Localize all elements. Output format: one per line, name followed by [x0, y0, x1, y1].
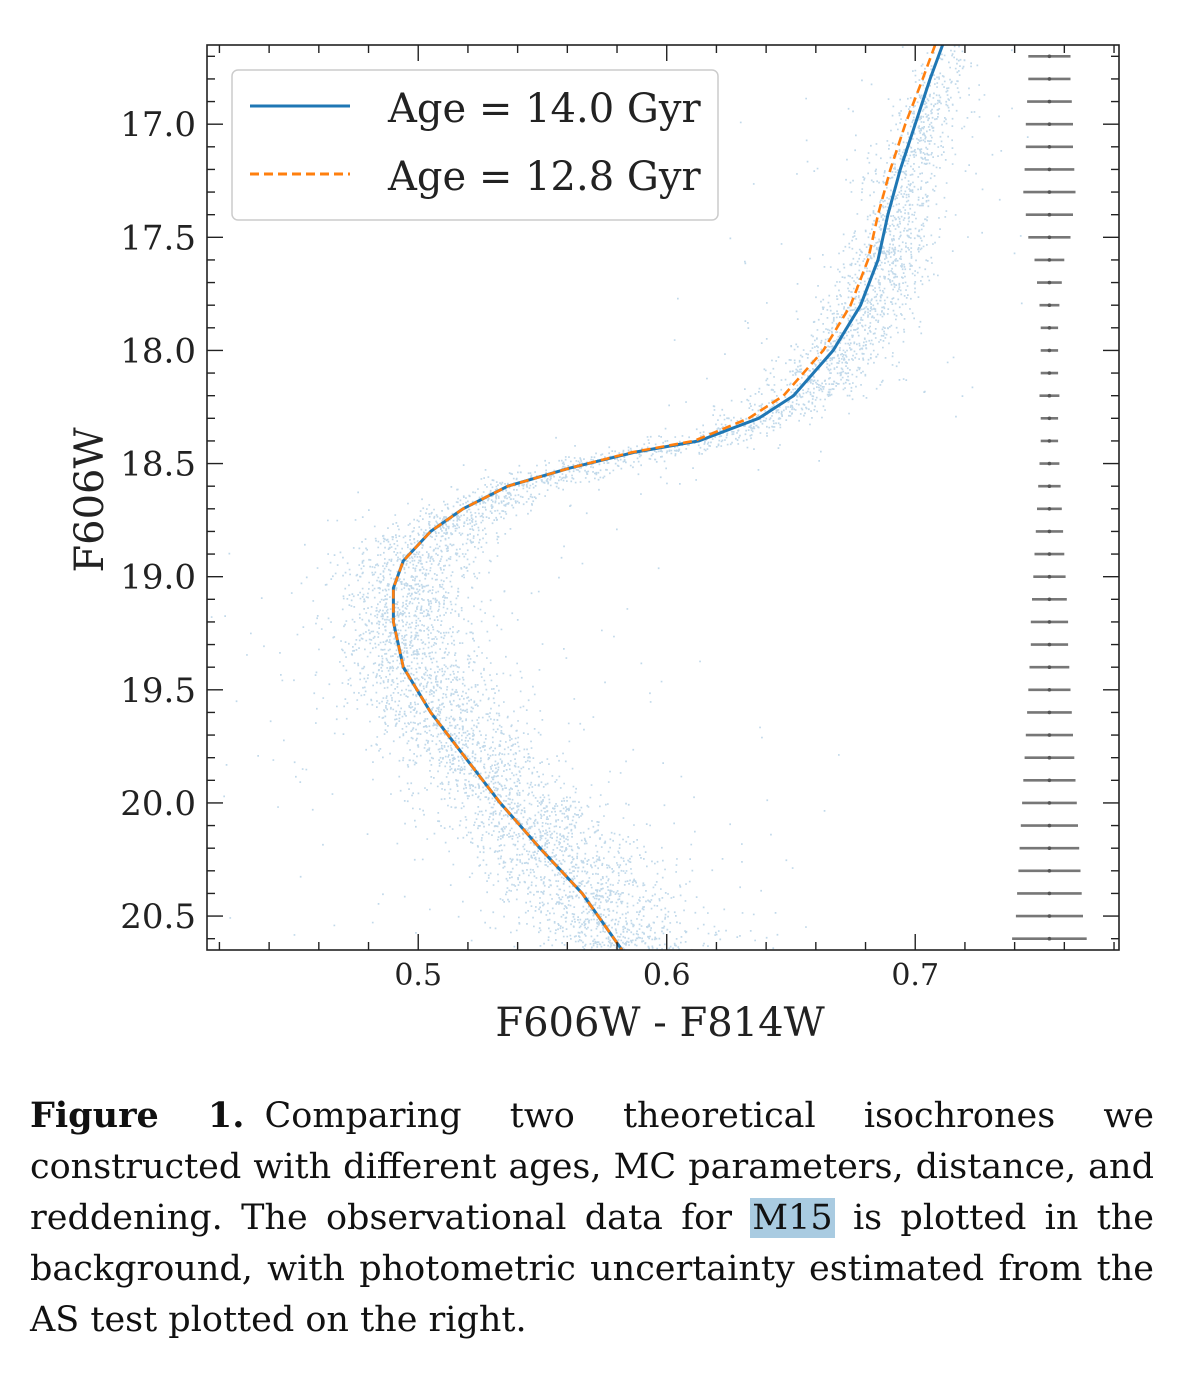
error-bar-center-35	[1047, 846, 1052, 850]
y-tick-label: 18.0	[120, 331, 196, 371]
y-tick-label: 20.5	[120, 897, 196, 937]
y-axis-label: F606W	[67, 427, 113, 572]
error-bar-center-19	[1047, 484, 1052, 489]
x-tick-label: 0.6	[643, 958, 691, 993]
error-bar-center-39	[1047, 936, 1052, 941]
error-bar-center-33	[1047, 801, 1052, 805]
error-bar-center-13	[1047, 348, 1052, 353]
error-bar-center-34	[1047, 823, 1052, 828]
plot-frame	[206, 44, 1120, 951]
uncertainty-error-bars	[1012, 54, 1087, 941]
error-bar-center-29	[1047, 710, 1052, 715]
error-bar-center-16	[1047, 416, 1052, 421]
caption-text-after: is plotted in the background, with photo…	[30, 1198, 1154, 1340]
error-bar-center-38	[1047, 914, 1052, 918]
isochrone-lines	[391, 45, 945, 950]
error-bar-center-36	[1047, 869, 1052, 873]
error-bar-center-20	[1047, 507, 1052, 511]
error-bar-center-5	[1047, 167, 1052, 172]
error-bar-center-0	[1047, 54, 1052, 59]
error-bar-center-21	[1047, 529, 1052, 534]
error-bar-center-27	[1047, 665, 1052, 669]
error-bar-center-37	[1047, 891, 1052, 896]
legend-label-12-8gyr: Age = 12.8 Gyr	[387, 154, 701, 200]
caption-highlight-m15[interactable]: M15	[750, 1198, 835, 1238]
error-bar-center-3	[1047, 122, 1052, 126]
y-tick-label: 17.0	[120, 105, 196, 145]
error-bar-center-32	[1047, 778, 1052, 783]
y-tick-label: 17.5	[120, 218, 196, 258]
tick-labels: 0.5 0.6 0.7 17.0 17.5 18.0 18.5 19.0 19.5 20.0 20.…	[120, 105, 939, 993]
legend: Age = 14.0 Gyr Age = 12.8 Gyr	[231, 69, 719, 221]
error-bar-center-28	[1047, 688, 1052, 692]
error-bar-center-25	[1047, 620, 1052, 624]
error-bar-center-14	[1047, 371, 1052, 375]
error-bar-center-7	[1047, 212, 1052, 217]
error-bar-center-6	[1047, 190, 1052, 194]
error-bar-center-17	[1047, 439, 1052, 443]
error-bar-center-26	[1047, 642, 1052, 647]
y-tick-label: 18.5	[120, 445, 196, 485]
legend-box	[231, 69, 719, 221]
cmd-figure: 0.5 0.6 0.7 17.0 17.5 18.0 18.5 19.0 19.5 20.0 20.…	[67, 44, 1120, 1046]
error-bar-center-4	[1047, 145, 1052, 149]
caption-text-before: Comparing two theoretical isochrones we …	[30, 1096, 1154, 1238]
error-bar-center-15	[1047, 393, 1052, 398]
error-bar-center-10	[1047, 280, 1052, 285]
error-bar-center-9	[1047, 258, 1052, 262]
x-axis-label: F606W - F814W	[495, 1000, 824, 1046]
figure-caption: Figure 1. Comparing two theoretical isoch…	[30, 1090, 1154, 1346]
error-bar-center-11	[1047, 303, 1052, 308]
y-tick-label: 19.0	[120, 558, 196, 598]
y-tick-label: 20.0	[120, 784, 196, 824]
isochrone-12-8gyr-line	[392, 45, 937, 950]
legend-label-14gyr: Age = 14.0 Gyr	[387, 86, 701, 132]
error-bar-center-24	[1047, 597, 1052, 602]
y-tick-label: 19.5	[120, 671, 196, 711]
caption-figure-label: Figure 1.	[30, 1095, 245, 1136]
observation-scatter	[210, 45, 1029, 950]
error-bar-center-8	[1047, 235, 1052, 240]
x-tick-label: 0.5	[394, 958, 442, 993]
error-bar-center-1	[1047, 77, 1052, 81]
error-bar-center-18	[1047, 461, 1052, 466]
error-bar-center-12	[1047, 326, 1052, 330]
scatter-points	[210, 45, 1029, 950]
error-bar-center-31	[1047, 755, 1052, 760]
x-tick-label: 0.7	[891, 958, 939, 993]
error-bar-center-22	[1047, 552, 1052, 556]
error-bar-center-30	[1047, 733, 1052, 737]
error-bar-center-23	[1047, 574, 1052, 579]
error-bar-center-2	[1047, 99, 1052, 104]
axis-ticks	[207, 45, 1119, 950]
